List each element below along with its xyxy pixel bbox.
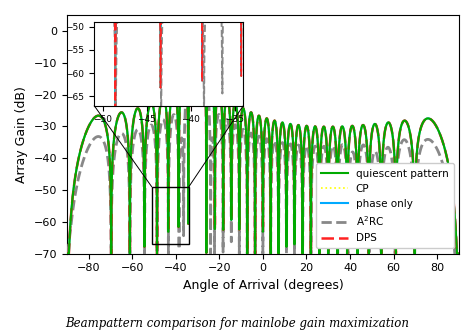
A$^2$RC xyxy=(214,122,219,126)
CP xyxy=(319,131,325,135)
CP xyxy=(299,170,305,174)
DPS xyxy=(299,170,305,174)
CP xyxy=(386,121,392,125)
DPS xyxy=(319,131,325,135)
CP xyxy=(456,252,462,256)
quiescent pattern xyxy=(356,140,362,144)
phase only xyxy=(64,252,70,256)
Line: phase only: phase only xyxy=(67,31,459,254)
CP xyxy=(214,95,219,99)
Legend: quiescent pattern, CP, phase only, A$^2$RC, DPS: quiescent pattern, CP, phase only, A$^2$… xyxy=(316,163,454,248)
Line: DPS: DPS xyxy=(67,31,459,254)
A$^2$RC xyxy=(195,29,201,33)
phase only xyxy=(195,29,201,33)
A$^2$RC xyxy=(135,128,141,132)
DPS xyxy=(195,29,201,33)
Line: quiescent pattern: quiescent pattern xyxy=(67,31,459,254)
X-axis label: Angle of Arrival (degrees): Angle of Arrival (degrees) xyxy=(182,279,343,292)
Line: CP: CP xyxy=(67,31,459,254)
phase only xyxy=(135,106,141,110)
quiescent pattern xyxy=(135,106,141,110)
quiescent pattern xyxy=(319,131,325,135)
phase only xyxy=(356,140,362,144)
A$^2$RC xyxy=(456,252,462,256)
quiescent pattern xyxy=(386,121,392,125)
DPS xyxy=(64,252,70,256)
phase only xyxy=(299,170,305,174)
A$^2$RC xyxy=(386,147,392,150)
Y-axis label: Array Gain (dB): Array Gain (dB) xyxy=(15,86,28,183)
quiescent pattern xyxy=(456,252,462,256)
quiescent pattern xyxy=(299,170,305,174)
quiescent pattern xyxy=(64,252,70,256)
DPS xyxy=(386,121,392,125)
quiescent pattern xyxy=(214,95,219,99)
A$^2$RC xyxy=(319,152,325,156)
phase only xyxy=(386,121,392,125)
DPS xyxy=(135,106,141,110)
DPS xyxy=(456,252,462,256)
Bar xyxy=(152,187,189,244)
CP xyxy=(356,140,362,144)
CP xyxy=(64,252,70,256)
Text: Beampattern comparison for mainlobe gain maximization: Beampattern comparison for mainlobe gain… xyxy=(65,317,409,330)
phase only xyxy=(319,131,325,135)
A$^2$RC xyxy=(356,161,362,165)
A$^2$RC xyxy=(299,187,305,191)
A$^2$RC xyxy=(64,252,70,256)
CP xyxy=(135,106,141,110)
DPS xyxy=(356,140,362,144)
phase only xyxy=(456,252,462,256)
DPS xyxy=(214,95,219,99)
Line: A$^2$RC: A$^2$RC xyxy=(67,31,459,254)
CP xyxy=(195,29,201,33)
phase only xyxy=(214,95,219,99)
quiescent pattern xyxy=(195,29,201,33)
